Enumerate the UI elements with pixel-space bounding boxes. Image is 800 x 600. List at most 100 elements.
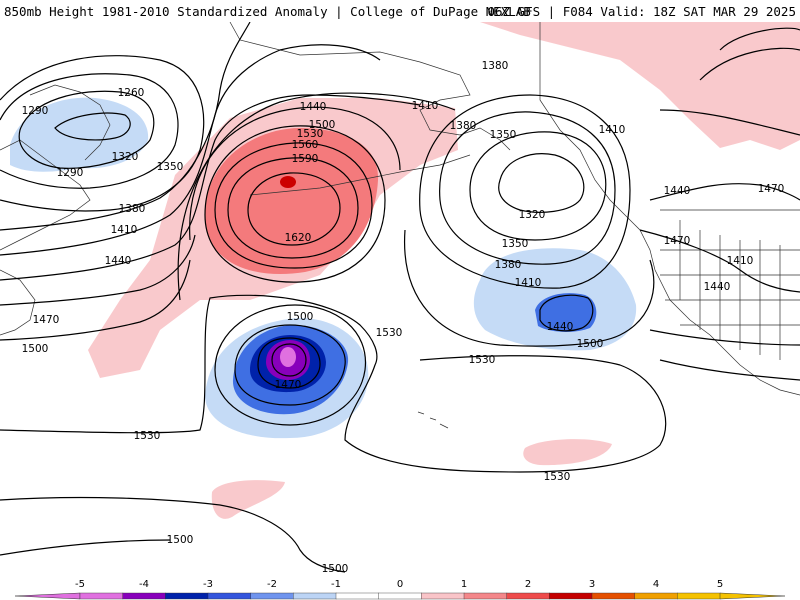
contour-inner-sw-2 bbox=[271, 343, 307, 377]
state-lines-1 bbox=[679, 220, 781, 360]
positive-anomaly-northeast bbox=[480, 22, 800, 150]
contour-label: 1410 bbox=[599, 124, 626, 136]
contour-1440-high bbox=[177, 92, 456, 301]
contour-1500-south-2 bbox=[0, 539, 171, 556]
asia-coastline bbox=[0, 139, 91, 251]
contour-label: 1410 bbox=[727, 255, 754, 267]
colorbar-swatch bbox=[549, 592, 593, 600]
colorbar-swatch bbox=[165, 592, 209, 600]
contour-label: 1380 bbox=[495, 259, 522, 271]
contour-label: 1440 bbox=[547, 321, 574, 333]
contour-label: 1530 bbox=[376, 327, 403, 339]
contour-label: 1350 bbox=[490, 129, 517, 141]
colorbar-swatch bbox=[421, 592, 465, 600]
colorbar-arrow-left bbox=[14, 592, 81, 600]
contour-1440-far-east bbox=[639, 229, 800, 293]
contour-1350-east bbox=[469, 131, 607, 241]
contour-1440-east bbox=[539, 294, 594, 332]
contour-1530-high bbox=[204, 125, 386, 283]
contour-label: 1500 bbox=[309, 119, 336, 131]
colorbar-swatch bbox=[250, 592, 294, 600]
contour-ring-ne-2 bbox=[699, 47, 800, 81]
contour-label: 1530 bbox=[469, 354, 496, 366]
colorbar-swatch bbox=[122, 592, 166, 600]
colorbar-tick-label: 0 bbox=[397, 579, 403, 590]
map-header: 850mb Height 1981-2010 Standardized Anom… bbox=[0, 0, 800, 22]
colorbar-tick-label: 3 bbox=[589, 579, 595, 590]
colorbar-swatch bbox=[506, 592, 550, 600]
colorbar-swatch bbox=[293, 592, 337, 600]
colorbar-tick-label: -4 bbox=[139, 579, 149, 590]
colorbar-swatch bbox=[463, 592, 508, 600]
contour-1320-east bbox=[498, 153, 585, 213]
contour-label: 1470 bbox=[664, 235, 691, 247]
colorbar-swatch bbox=[378, 592, 422, 600]
coastlines bbox=[0, 22, 800, 429]
contour-label: 1290 bbox=[57, 167, 84, 179]
anomaly-colorbar: -5 -4 -3 -2 -1 0 1 2 3 4 5 bbox=[14, 579, 786, 600]
contour-label: 1440 bbox=[105, 255, 132, 267]
colorbar-tick-label: 4 bbox=[653, 579, 659, 590]
contour-label: 1500 bbox=[287, 311, 314, 323]
contour-1380-nw bbox=[0, 22, 251, 231]
contour-label: 1500 bbox=[322, 563, 349, 575]
colorbar-swatch bbox=[207, 592, 252, 600]
positive-anomaly-south bbox=[211, 480, 285, 519]
colorbar-tick-label: 1 bbox=[461, 579, 467, 590]
contour-label: 1410 bbox=[515, 277, 542, 289]
colorbar-tick-label: -5 bbox=[75, 579, 85, 590]
contour-1470-east-far bbox=[649, 183, 800, 201]
contour-1470-nw bbox=[0, 234, 196, 306]
aleutian-chain bbox=[249, 154, 471, 196]
contour-label: 1440 bbox=[664, 185, 691, 197]
colorbar-swatch bbox=[634, 592, 678, 600]
contour-inner-sw-1 bbox=[257, 337, 321, 389]
contour-label: 1500 bbox=[167, 534, 194, 546]
contour-label: 1380 bbox=[119, 203, 146, 215]
contour-ring-ne bbox=[719, 27, 800, 51]
colorbar-tick-label: -3 bbox=[203, 579, 213, 590]
contour-1500-nw bbox=[0, 259, 191, 341]
hawaii-islands bbox=[417, 411, 449, 429]
contour-1380-east bbox=[439, 111, 616, 265]
contour-label: 1350 bbox=[157, 161, 184, 173]
map-title: 850mb Height 1981-2010 Standardized Anom… bbox=[4, 4, 531, 19]
colorbar-swatches bbox=[14, 592, 786, 600]
contour-1410-far-east bbox=[659, 109, 800, 136]
contour-1290-nw bbox=[18, 90, 155, 169]
colorbar-swatch bbox=[591, 592, 636, 600]
contour-1530-broad bbox=[0, 294, 667, 473]
contour-label: 1320 bbox=[519, 209, 546, 221]
contour-label: 1350 bbox=[502, 238, 529, 250]
contour-label: 1380 bbox=[482, 60, 509, 72]
height-anomaly-map: 1260 1290 1290 1320 1350 1380 1410 1440 … bbox=[0, 22, 800, 575]
colorbar-tick-label: -2 bbox=[267, 579, 277, 590]
contour-label: 1590 bbox=[292, 153, 319, 165]
state-lines-2 bbox=[660, 249, 800, 326]
model-run-info: 06Z GFS | F084 Valid: 18Z SAT MAR 29 202… bbox=[487, 4, 796, 19]
contour-label: 1530 bbox=[297, 128, 324, 140]
contour-1440-nw bbox=[0, 94, 421, 281]
contour-1500-south bbox=[0, 496, 346, 573]
contour-1410-east bbox=[419, 94, 631, 289]
positive-anomaly-peak bbox=[280, 176, 296, 188]
contour-label: 1500 bbox=[22, 343, 49, 355]
colorbar-tick-label: -1 bbox=[331, 579, 341, 590]
contour-label: 1470 bbox=[275, 379, 302, 391]
colorbar-swatch bbox=[677, 592, 721, 600]
contour-1350-nw bbox=[0, 55, 205, 212]
contour-label: 1260 bbox=[118, 87, 145, 99]
contour-1500-east bbox=[404, 229, 655, 347]
contour-label: 1410 bbox=[412, 100, 439, 112]
contour-1470-sw bbox=[234, 324, 346, 406]
contour-label: 1620 bbox=[285, 232, 312, 244]
colorbar-swatch bbox=[335, 592, 380, 600]
contour-1500-far-east bbox=[649, 329, 800, 346]
colorbar-swatch bbox=[79, 592, 124, 600]
contour-label: 1530 bbox=[544, 471, 571, 483]
anomaly-shading bbox=[10, 22, 800, 519]
alaska-coastline bbox=[229, 22, 511, 151]
negative-anomaly-southwest-peak bbox=[280, 347, 296, 367]
contour-label: 1320 bbox=[112, 151, 139, 163]
positive-anomaly-southeast bbox=[523, 439, 612, 466]
